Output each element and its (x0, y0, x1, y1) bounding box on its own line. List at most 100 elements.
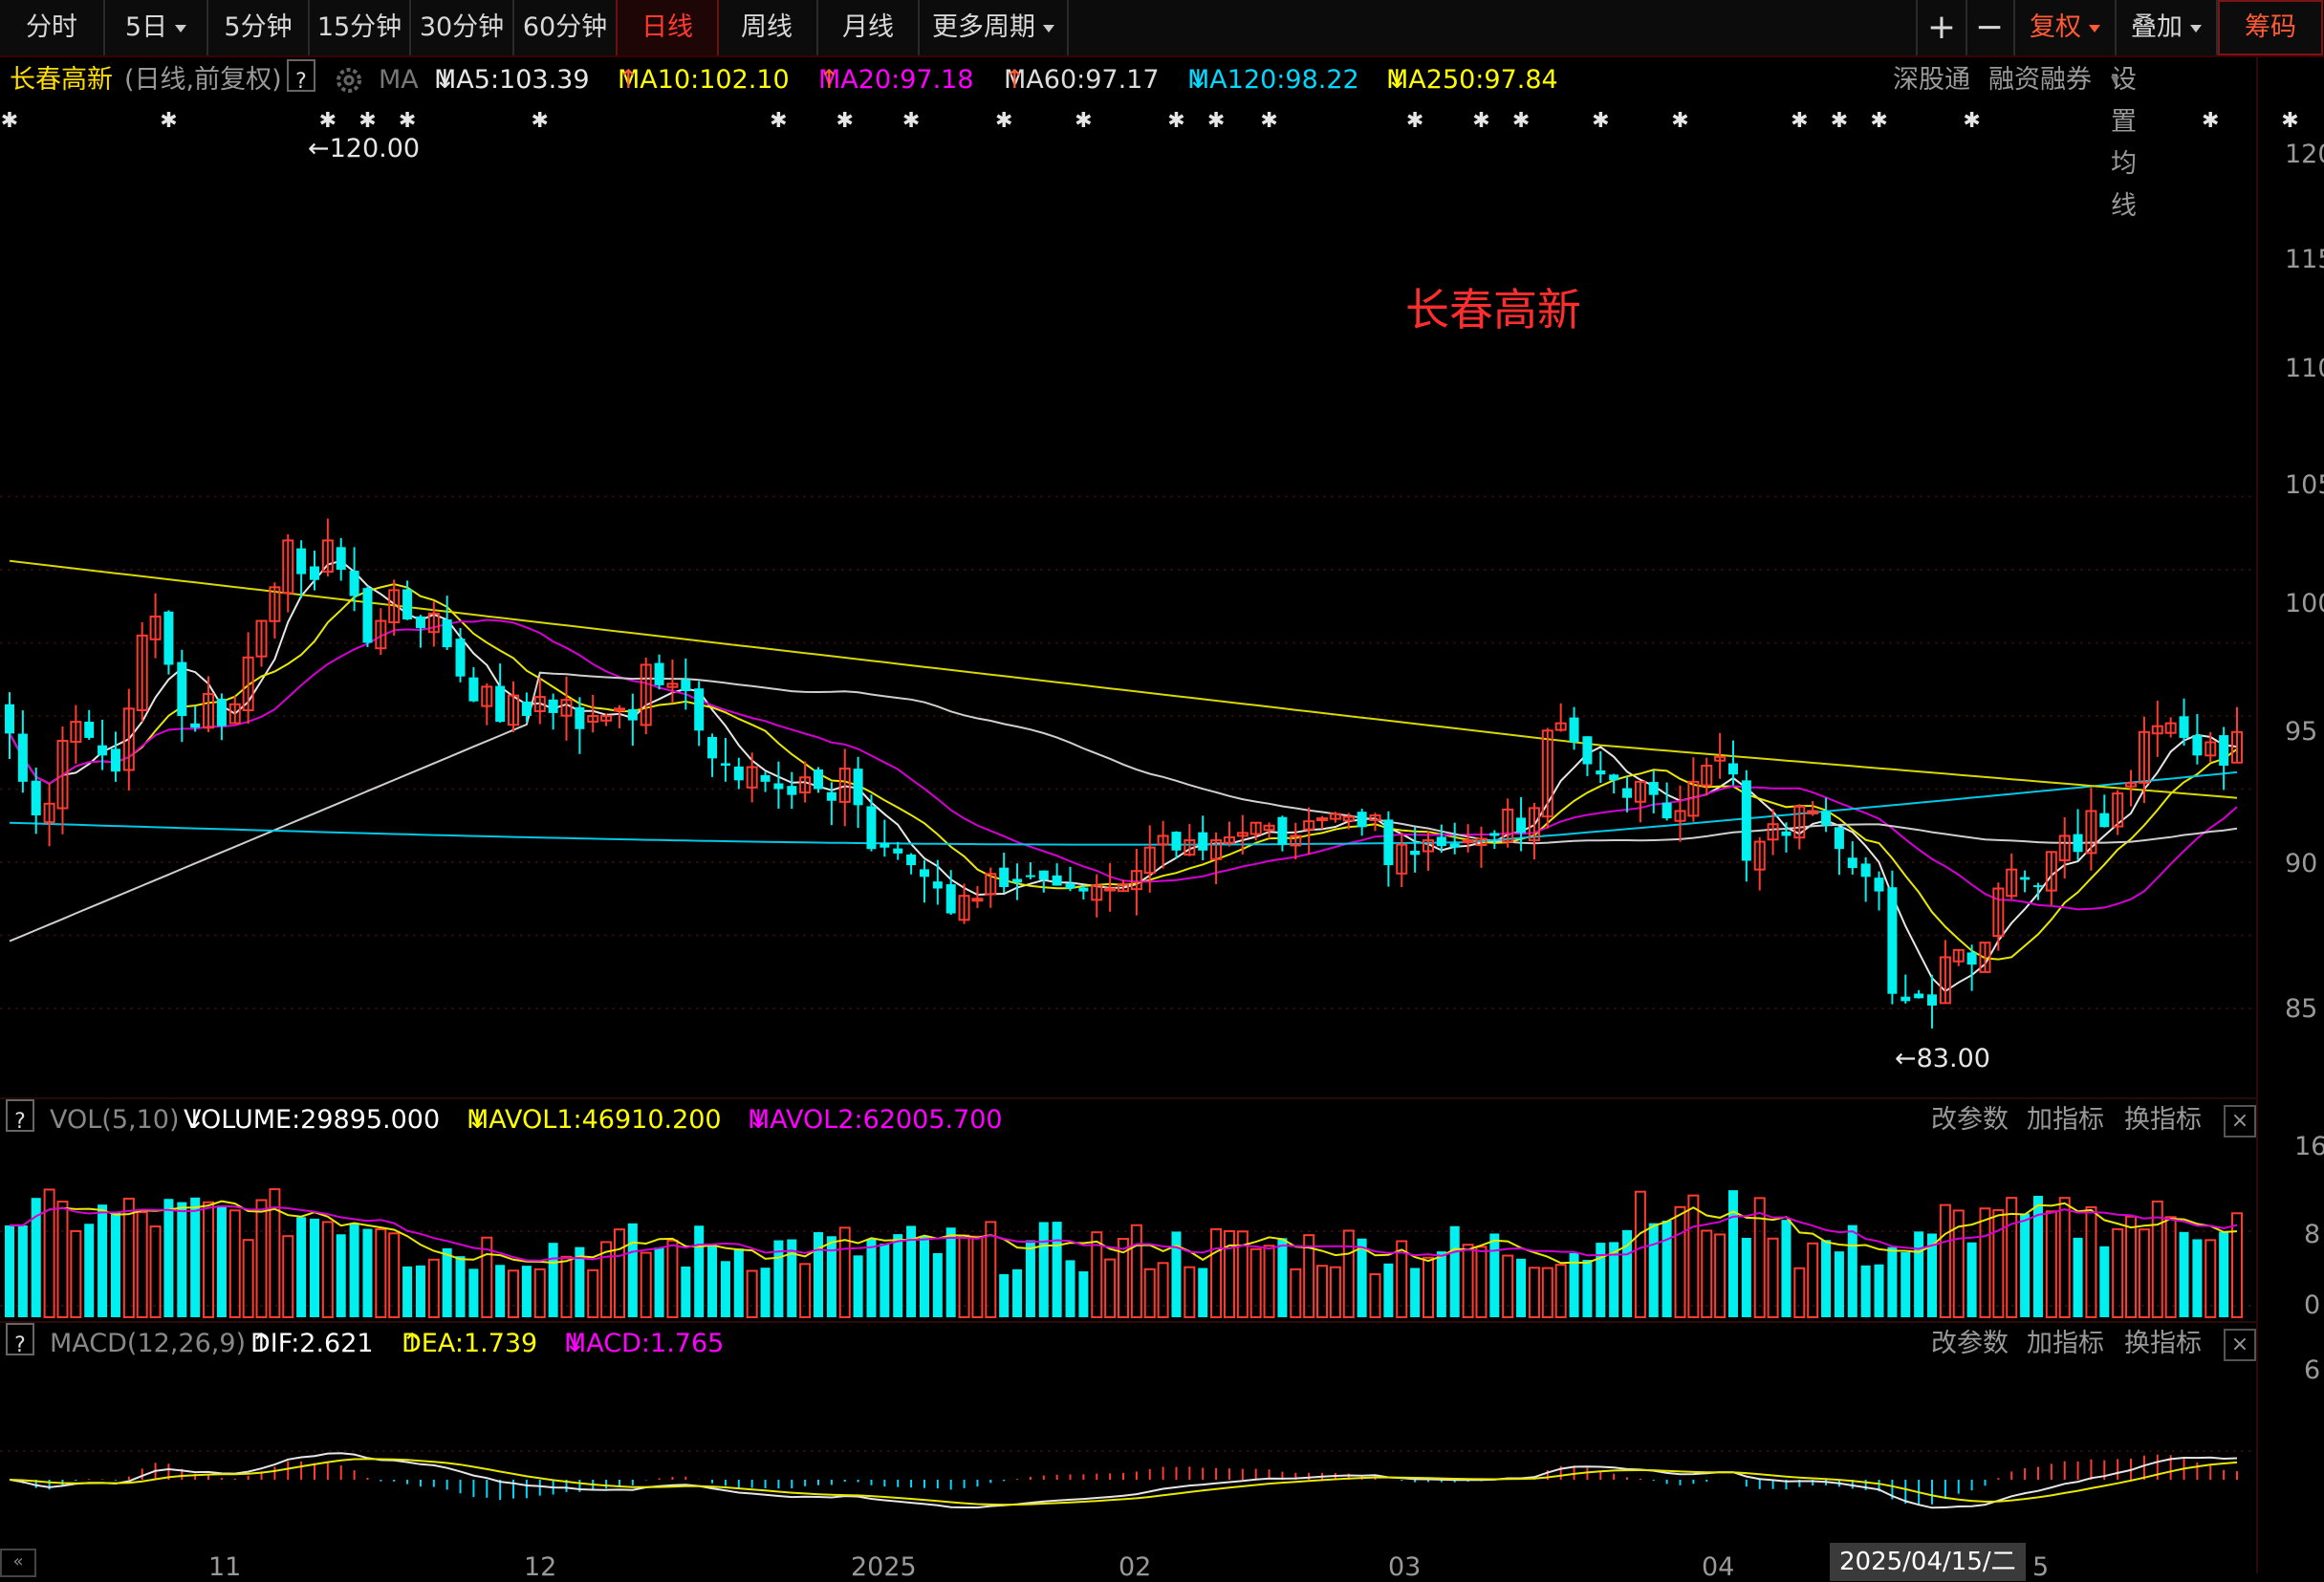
tab-weekly[interactable]: 周线 (717, 0, 818, 55)
volume-bar (1793, 1267, 1806, 1318)
candle-body-down (919, 869, 929, 878)
gear-icon[interactable] (333, 59, 365, 115)
mavol1-line (10, 1200, 2238, 1265)
chevron-down-icon (175, 24, 187, 33)
tab-monthly[interactable]: 月线 (818, 0, 920, 55)
volume-bar (1303, 1234, 1315, 1318)
volume-bar (1210, 1227, 1223, 1318)
candle-body-up (1184, 839, 1196, 856)
tab-more-periods[interactable]: 更多周期 (920, 0, 1069, 55)
volume-bar (163, 1199, 174, 1317)
vol-add-indicator[interactable]: 加指标 (2027, 1105, 2104, 1135)
candle-body-down (999, 867, 1010, 888)
volume-bar (1130, 1224, 1142, 1318)
zoom-out-button[interactable]: − (1966, 0, 2015, 55)
event-marker-icon: ✱ (1512, 109, 1530, 133)
volume-bar (1038, 1222, 1049, 1317)
candle-body-up (2164, 722, 2177, 734)
chevron-down-icon (1043, 24, 1054, 33)
candle-body-down (1821, 811, 1832, 826)
candle-body-up (1249, 821, 1262, 835)
event-marker-icon: ✱ (1791, 109, 1808, 133)
volume-bar (2205, 1239, 2217, 1318)
candle-body-up (1807, 810, 1819, 815)
zoom-in-button[interactable]: + (1916, 0, 1967, 55)
candle-body-down (495, 685, 506, 723)
volume-bar (1396, 1240, 1408, 1318)
volume-bar (1727, 1190, 1738, 1317)
candle-body-down (468, 677, 479, 702)
mavol1-arrow: ↓ (467, 1105, 489, 1135)
more-periods-label: 更多周期 (932, 12, 1035, 42)
volume-bar (640, 1251, 652, 1318)
candle-body-down (110, 748, 120, 772)
candle-body-down (853, 769, 863, 806)
period-toolbar: 分时 5日 5分钟 15分钟 30分钟 60分钟 日线 周线 月线 更多周期 +… (0, 0, 2324, 57)
candle-body-down (906, 854, 917, 866)
volume-bar (362, 1228, 373, 1317)
tab-5min[interactable]: 5分钟 (208, 0, 310, 55)
volume-bar (587, 1268, 599, 1319)
fuquan-button[interactable]: 复权 (2015, 0, 2117, 55)
volume-bar (627, 1223, 638, 1317)
help-icon: ? (6, 1323, 34, 1357)
candle-body-up (985, 873, 997, 896)
volume-bar (388, 1232, 401, 1319)
volume-bar (1489, 1233, 1500, 1317)
tab-daily[interactable]: 日线 (616, 0, 719, 55)
candle-body-down (1900, 996, 1911, 1002)
candle-body-up (2045, 851, 2057, 892)
dea-text: DEA:1.739 (402, 1329, 538, 1358)
candle-body-down (31, 780, 41, 816)
volume-bar (1569, 1252, 1579, 1317)
macd-add-indicator[interactable]: 加指标 (2027, 1329, 2104, 1358)
vol-switch-indicator[interactable]: 换指标 (2124, 1105, 2202, 1135)
vol-edit-params[interactable]: 改参数 (1931, 1105, 2009, 1135)
candle-body-down (415, 616, 425, 629)
close-icon[interactable]: × (2224, 1105, 2256, 1138)
overlay-button[interactable]: 叠加 (2117, 0, 2218, 55)
ma120-line (9, 770, 2238, 846)
volume-bar (1091, 1231, 1103, 1318)
candle-body-up (242, 656, 254, 712)
macd-arrow: ↓ (564, 1329, 586, 1358)
volume-bar (1052, 1222, 1062, 1317)
candle-body-up (1157, 834, 1169, 846)
macd-switch-indicator[interactable]: 换指标 (2124, 1329, 2202, 1358)
tab-5day[interactable]: 5日 (105, 0, 208, 55)
ma60-arrow: ↑ (1004, 65, 1026, 95)
candle-body-down (521, 701, 532, 716)
volume-bar (945, 1227, 956, 1317)
event-marker-icon: ✱ (770, 109, 787, 133)
candle-body-up (838, 768, 851, 803)
macd-edit-params[interactable]: 改参数 (1931, 1329, 2009, 1358)
candle-body-down (1052, 875, 1062, 886)
volume-bar (336, 1234, 346, 1317)
tab-15min[interactable]: 15分钟 (310, 0, 411, 55)
volume-bar (1634, 1190, 1646, 1319)
candle-body-down (309, 566, 319, 580)
volume-bar (1554, 1264, 1567, 1319)
tab-30min[interactable]: 30分钟 (411, 0, 514, 55)
volume-bar (2020, 1213, 2031, 1317)
link-shengutong[interactable]: 深股通 (1893, 65, 1970, 95)
candle-body-down (787, 786, 797, 795)
volume-bar (190, 1197, 201, 1317)
volume-bar (177, 1202, 187, 1317)
event-marker-icon: ✱ (1831, 109, 1848, 133)
candle-body-up (1223, 835, 1235, 844)
link-rongzirongquan[interactable]: 融资融券 (1988, 65, 2092, 95)
event-marker-icon: ✱ (2202, 109, 2219, 133)
candle-body-down (296, 548, 307, 574)
chouma-button[interactable]: 筹码 (2218, 0, 2323, 55)
candle-body-down (2219, 735, 2229, 767)
volume-bar (1357, 1238, 1367, 1317)
volume-bar (733, 1248, 744, 1317)
close-icon[interactable]: × (2224, 1329, 2256, 1361)
volume-bar (893, 1234, 903, 1317)
tab-fenshi[interactable]: 分时 (0, 0, 105, 55)
candle-body-down (1410, 850, 1421, 856)
candle-body-up (533, 696, 546, 712)
time-tick: 04 (1702, 1552, 1735, 1582)
